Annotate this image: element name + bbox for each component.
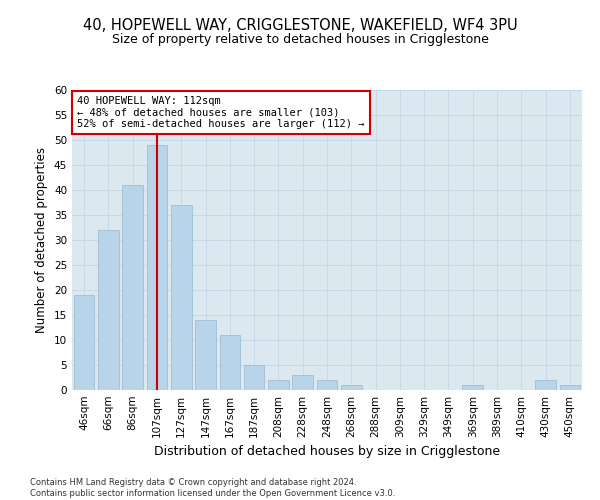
Bar (195, 320, 216, 390)
Bar (268, 380, 289, 390)
Bar (535, 380, 556, 390)
Bar (74, 295, 94, 390)
Text: 40 HOPEWELL WAY: 112sqm
← 48% of detached houses are smaller (103)
52% of semi-d: 40 HOPEWELL WAY: 112sqm ← 48% of detache… (77, 96, 365, 129)
Y-axis label: Number of detached properties: Number of detached properties (35, 147, 49, 333)
Bar (463, 385, 483, 390)
Bar (98, 230, 119, 390)
Text: 40, HOPEWELL WAY, CRIGGLESTONE, WAKEFIELD, WF4 3PU: 40, HOPEWELL WAY, CRIGGLESTONE, WAKEFIEL… (83, 18, 517, 32)
Bar (317, 380, 337, 390)
Bar (244, 365, 265, 390)
Bar (171, 205, 191, 390)
Bar (220, 335, 240, 390)
Text: Size of property relative to detached houses in Crigglestone: Size of property relative to detached ho… (112, 32, 488, 46)
Bar (341, 385, 362, 390)
Text: Contains HM Land Registry data © Crown copyright and database right 2024.
Contai: Contains HM Land Registry data © Crown c… (30, 478, 395, 498)
Bar (122, 185, 143, 390)
Bar (292, 375, 313, 390)
Bar (560, 385, 580, 390)
X-axis label: Distribution of detached houses by size in Crigglestone: Distribution of detached houses by size … (154, 446, 500, 458)
Bar (146, 145, 167, 390)
